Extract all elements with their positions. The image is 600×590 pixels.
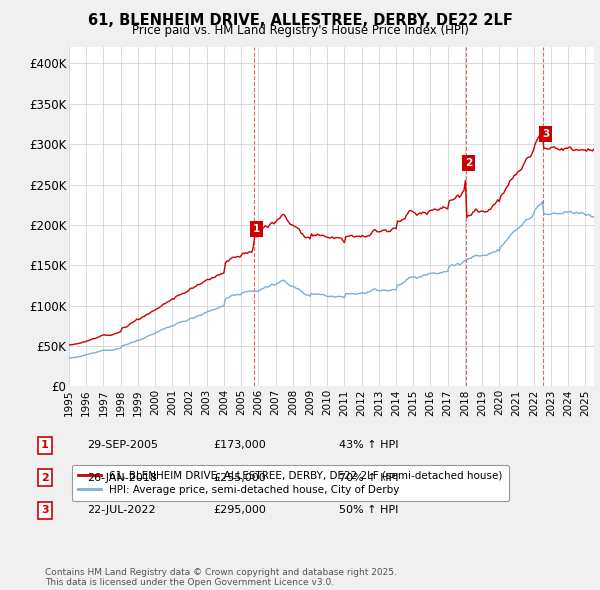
- Text: 29-SEP-2005: 29-SEP-2005: [87, 441, 158, 450]
- Text: 50% ↑ HPI: 50% ↑ HPI: [339, 506, 398, 515]
- Text: 2: 2: [41, 473, 49, 483]
- Text: 2: 2: [465, 158, 472, 168]
- Text: Price paid vs. HM Land Registry's House Price Index (HPI): Price paid vs. HM Land Registry's House …: [131, 24, 469, 37]
- Text: 1: 1: [253, 224, 260, 234]
- Text: £173,000: £173,000: [213, 441, 266, 450]
- Text: 1: 1: [41, 441, 49, 450]
- Text: 3: 3: [542, 129, 550, 139]
- Text: 43% ↑ HPI: 43% ↑ HPI: [339, 441, 398, 450]
- Text: 61, BLENHEIM DRIVE, ALLESTREE, DERBY, DE22 2LF: 61, BLENHEIM DRIVE, ALLESTREE, DERBY, DE…: [88, 13, 512, 28]
- Text: 26-JAN-2018: 26-JAN-2018: [87, 473, 157, 483]
- Text: 22-JUL-2022: 22-JUL-2022: [87, 506, 155, 515]
- Text: Contains HM Land Registry data © Crown copyright and database right 2025.
This d: Contains HM Land Registry data © Crown c…: [45, 568, 397, 587]
- Text: £295,000: £295,000: [213, 506, 266, 515]
- Text: £255,000: £255,000: [213, 473, 266, 483]
- Legend: 61, BLENHEIM DRIVE, ALLESTREE, DERBY, DE22 2LF (semi-detached house), HPI: Avera: 61, BLENHEIM DRIVE, ALLESTREE, DERBY, DE…: [71, 464, 509, 502]
- Text: 3: 3: [41, 506, 49, 515]
- Text: 70% ↑ HPI: 70% ↑ HPI: [339, 473, 398, 483]
